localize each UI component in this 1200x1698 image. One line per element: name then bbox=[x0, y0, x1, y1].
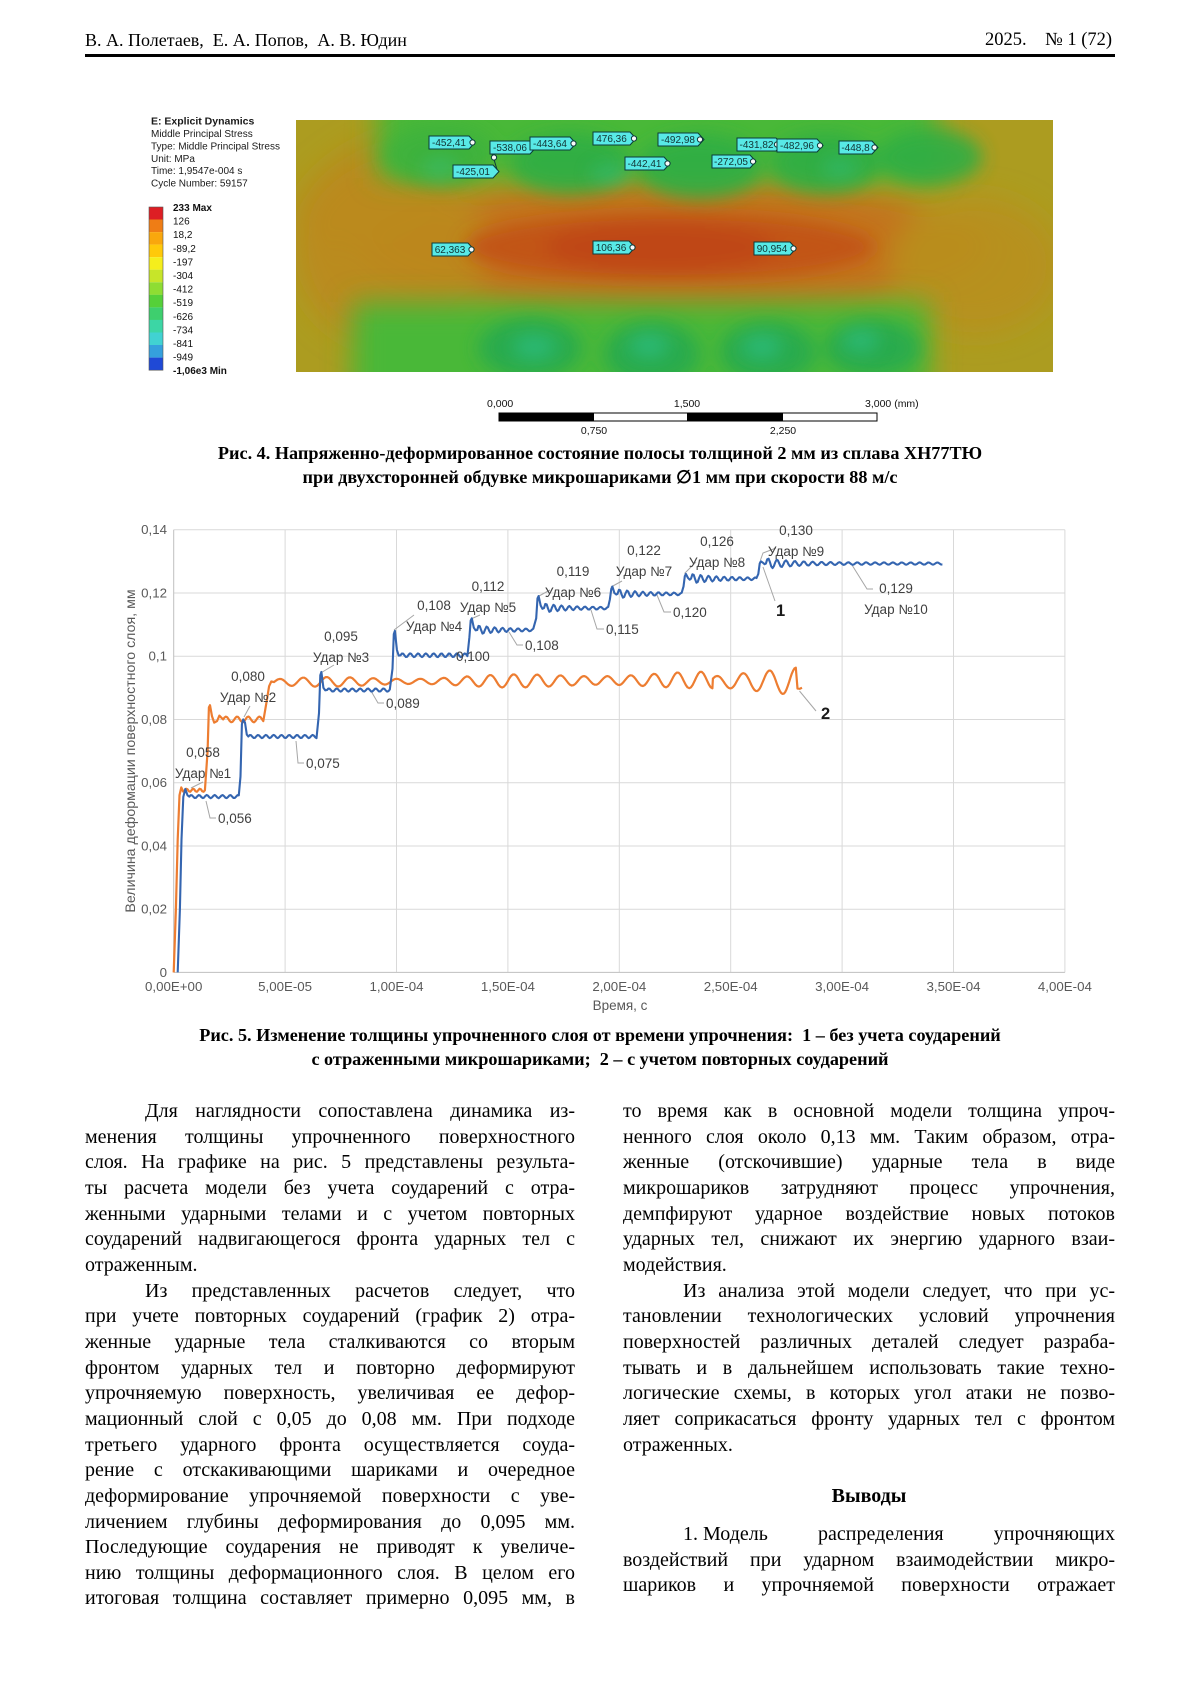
svg-text:0,08: 0,08 bbox=[141, 712, 167, 727]
svg-text:0,02: 0,02 bbox=[141, 902, 167, 917]
svg-text:0,12: 0,12 bbox=[141, 585, 167, 600]
svg-text:1,500: 1,500 bbox=[674, 398, 700, 410]
svg-text:2: 2 bbox=[821, 705, 830, 723]
svg-text:-442,41: -442,41 bbox=[628, 159, 662, 170]
svg-text:0,058: 0,058 bbox=[186, 745, 220, 760]
svg-text:0,089: 0,089 bbox=[386, 696, 420, 711]
svg-text:-626: -626 bbox=[173, 312, 193, 323]
svg-text:0,126: 0,126 bbox=[700, 534, 734, 549]
svg-text:1,50E-04: 1,50E-04 bbox=[481, 979, 535, 994]
svg-text:-431,82: -431,82 bbox=[740, 140, 774, 151]
svg-text:-538,06: -538,06 bbox=[493, 143, 527, 154]
svg-text:E: Explicit Dynamics: E: Explicit Dynamics bbox=[151, 116, 254, 128]
svg-text:-448,8: -448,8 bbox=[841, 143, 870, 154]
svg-text:Удар №1: Удар №1 bbox=[175, 766, 231, 781]
svg-text:1: 1 bbox=[776, 602, 785, 620]
svg-text:-89,2: -89,2 bbox=[173, 244, 196, 255]
svg-text:3,00E-04: 3,00E-04 bbox=[815, 979, 869, 994]
svg-text:18,2: 18,2 bbox=[173, 230, 193, 241]
svg-text:106,36: 106,36 bbox=[596, 243, 627, 254]
svg-text:0,108: 0,108 bbox=[525, 638, 559, 653]
svg-text:-949: -949 bbox=[173, 353, 193, 364]
svg-text:0,00E+00: 0,00E+00 bbox=[145, 979, 202, 994]
svg-text:126: 126 bbox=[173, 217, 190, 228]
svg-text:-482,96: -482,96 bbox=[780, 141, 814, 152]
svg-text:0,750: 0,750 bbox=[581, 425, 607, 437]
svg-text:Unit: MPa: Unit: MPa bbox=[151, 154, 195, 165]
svg-text:Удар №8: Удар №8 bbox=[689, 555, 745, 570]
svg-text:-412: -412 bbox=[173, 285, 193, 296]
svg-text:Удар №7: Удар №7 bbox=[616, 564, 672, 579]
svg-text:3,50E-04: 3,50E-04 bbox=[927, 979, 981, 994]
svg-text:0,120: 0,120 bbox=[673, 605, 707, 620]
svg-text:-197: -197 bbox=[173, 257, 193, 268]
svg-text:2,250: 2,250 bbox=[770, 425, 796, 437]
svg-text:Type: Middle Principal Stress: Type: Middle Principal Stress bbox=[151, 142, 280, 153]
svg-text:476,36: 476,36 bbox=[596, 134, 627, 145]
svg-text:-1,06e3 Min: -1,06e3 Min bbox=[173, 366, 227, 377]
svg-text:0,075: 0,075 bbox=[306, 756, 340, 771]
svg-text:0,06: 0,06 bbox=[141, 775, 167, 790]
svg-text:-734: -734 bbox=[173, 325, 193, 336]
svg-text:5,00E-05: 5,00E-05 bbox=[258, 979, 312, 994]
svg-text:Удар №6: Удар №6 bbox=[545, 585, 601, 600]
svg-text:Удар №3: Удар №3 bbox=[313, 650, 369, 665]
svg-text:0,115: 0,115 bbox=[606, 622, 639, 637]
svg-text:Cycle Number: 59157: Cycle Number: 59157 bbox=[151, 179, 248, 190]
svg-text:Время, с: Время, с bbox=[593, 998, 648, 1013]
svg-text:-492,98: -492,98 bbox=[661, 135, 695, 146]
svg-text:0,122: 0,122 bbox=[627, 543, 661, 558]
svg-text:90,954: 90,954 bbox=[757, 244, 788, 255]
svg-text:Удар №5: Удар №5 bbox=[460, 600, 516, 615]
svg-text:Time: 1,9547e-004 s: Time: 1,9547e-004 s bbox=[151, 166, 242, 177]
svg-text:-304: -304 bbox=[173, 271, 193, 282]
svg-text:-519: -519 bbox=[173, 298, 193, 309]
svg-text:2,00E-04: 2,00E-04 bbox=[592, 979, 646, 994]
svg-text:0,130: 0,130 bbox=[779, 523, 813, 538]
svg-text:Middle Principal Stress: Middle Principal Stress bbox=[151, 129, 253, 140]
svg-text:Величина деформации поверхност: Величина деформации поверхностного слоя,… bbox=[123, 589, 139, 912]
svg-text:0,056: 0,056 bbox=[218, 811, 252, 826]
svg-text:0,1: 0,1 bbox=[149, 649, 168, 664]
svg-text:0,14: 0,14 bbox=[141, 522, 167, 537]
svg-text:0,04: 0,04 bbox=[141, 838, 167, 853]
svg-text:3,000 (mm): 3,000 (mm) bbox=[865, 398, 919, 410]
svg-text:-452,41: -452,41 bbox=[432, 138, 466, 149]
svg-text:0,080: 0,080 bbox=[231, 669, 265, 684]
svg-text:0: 0 bbox=[160, 965, 167, 980]
svg-text:62,363: 62,363 bbox=[435, 245, 466, 256]
svg-text:233 Max: 233 Max bbox=[173, 203, 212, 214]
svg-text:4,00E-04: 4,00E-04 bbox=[1038, 979, 1092, 994]
svg-text:Удар №9: Удар №9 bbox=[768, 544, 824, 559]
svg-text:Удар №2: Удар №2 bbox=[220, 690, 276, 705]
svg-text:-443,64: -443,64 bbox=[533, 139, 567, 150]
svg-text:0,100: 0,100 bbox=[456, 649, 490, 664]
svg-text:-425,01: -425,01 bbox=[456, 167, 490, 178]
svg-text:0,119: 0,119 bbox=[557, 564, 590, 579]
svg-text:0,095: 0,095 bbox=[324, 629, 358, 644]
svg-text:Удар №10: Удар №10 bbox=[864, 602, 928, 617]
svg-text:1,00E-04: 1,00E-04 bbox=[370, 979, 424, 994]
svg-text:-841: -841 bbox=[173, 339, 193, 350]
svg-text:0,112: 0,112 bbox=[472, 579, 505, 594]
svg-text:0,129: 0,129 bbox=[879, 581, 913, 596]
svg-text:2,50E-04: 2,50E-04 bbox=[704, 979, 758, 994]
svg-text:-272,05: -272,05 bbox=[714, 157, 748, 168]
svg-text:Удар №4: Удар №4 bbox=[406, 619, 463, 634]
svg-text:0,000: 0,000 bbox=[487, 398, 513, 410]
svg-text:0,108: 0,108 bbox=[417, 598, 451, 613]
